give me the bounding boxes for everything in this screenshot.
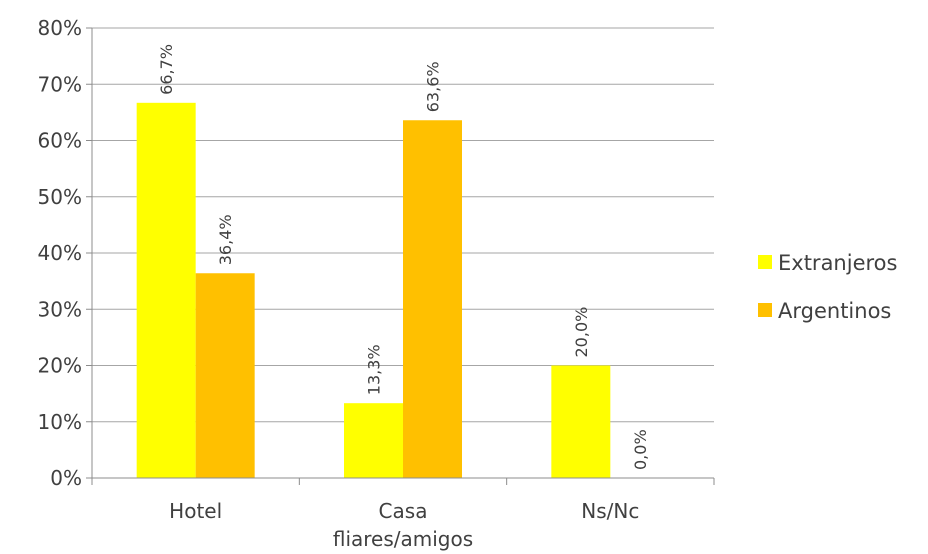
data-labels: 66,7% 36,4% 13,3% 63,6% 20,0% 0,0%	[157, 44, 650, 470]
data-label: 0,0%	[631, 429, 650, 470]
x-category-label-line: fliares/amigos	[333, 527, 473, 551]
bar	[195, 273, 255, 478]
data-label: 20,0%	[572, 307, 591, 358]
data-label: 13,3%	[365, 344, 384, 395]
bar	[403, 120, 462, 478]
y-tick-label: 50%	[38, 185, 82, 209]
y-tick-label: 40%	[38, 241, 82, 265]
x-category-label: Ns/Nc	[581, 499, 639, 523]
data-label: 63,6%	[424, 61, 443, 112]
y-tick-label: 60%	[38, 129, 82, 153]
y-tick-label: 20%	[38, 354, 82, 378]
legend-label: Argentinos	[778, 299, 891, 323]
axes: 0% 10% 20% 30% 40% 50% 60% 70% 80% Hotel Casa fliar…	[38, 16, 715, 551]
x-category-label-line: Hotel	[169, 499, 222, 523]
y-tick-label: 10%	[38, 410, 82, 434]
bar	[551, 365, 611, 478]
y-tick-label: 80%	[38, 16, 82, 40]
data-label: 36,4%	[216, 214, 235, 265]
x-category-label-line: Ns/Nc	[581, 499, 639, 523]
y-tick-label: 30%	[38, 297, 82, 321]
bar	[344, 403, 403, 478]
legend: Extranjeros Argentinos	[758, 251, 897, 323]
y-tick-label: 70%	[38, 72, 82, 96]
y-tick-label: 0%	[50, 466, 82, 490]
bar	[136, 102, 196, 478]
bars	[136, 102, 611, 478]
x-category-label-line: Casa	[379, 499, 428, 523]
x-category-label: Casa fliares/amigos	[333, 499, 473, 551]
data-label: 66,7%	[157, 44, 176, 95]
x-category-label: Hotel	[169, 499, 222, 523]
legend-label: Extranjeros	[778, 251, 897, 275]
legend-swatch	[758, 303, 772, 317]
legend-swatch	[758, 255, 772, 269]
